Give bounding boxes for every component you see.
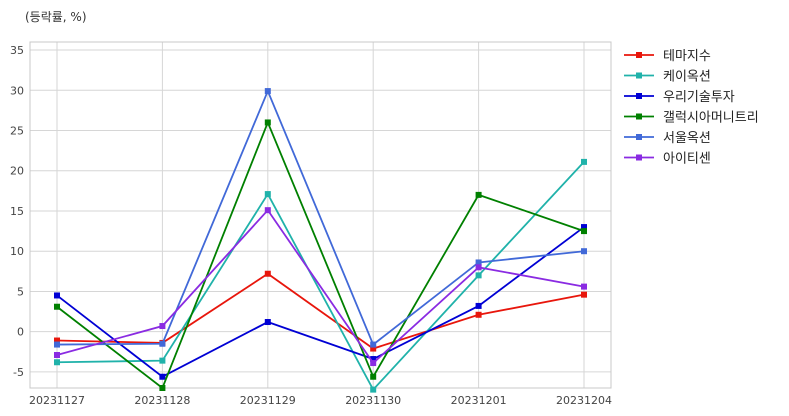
legend-entry: 갤럭시아머니트리 <box>663 111 759 126</box>
x-tick-label: 20231128 <box>134 394 190 407</box>
data-point <box>370 356 377 363</box>
data-point <box>264 88 271 95</box>
legend-marker <box>636 113 642 120</box>
plot-area <box>30 42 611 388</box>
y-tick-label: 25 <box>10 125 24 138</box>
data-point <box>581 248 587 255</box>
data-point <box>475 264 482 271</box>
series-line <box>56 272 585 350</box>
legend-entry: 테마지수 <box>663 49 711 64</box>
data-point <box>581 158 587 165</box>
data-point <box>264 207 271 214</box>
data-point <box>370 360 377 367</box>
y-tick-label: 20 <box>10 165 24 178</box>
legend-marker <box>636 52 642 58</box>
series-line <box>56 88 585 346</box>
legend-marker <box>636 93 642 99</box>
data-point <box>370 373 377 380</box>
data-point <box>54 359 60 366</box>
data-point <box>264 119 271 126</box>
y-tick-label: 15 <box>10 205 24 218</box>
y-tick-label: 10 <box>10 245 24 258</box>
data-point <box>264 191 271 198</box>
data-point <box>159 340 166 347</box>
data-point <box>370 341 377 348</box>
data-point <box>54 337 60 344</box>
legend-marker <box>636 154 642 161</box>
legend-entry: 우리기술투자 <box>663 90 735 105</box>
data-point <box>159 373 166 380</box>
series-line <box>56 161 585 392</box>
y-tick-label: 5 <box>17 285 24 298</box>
y-tick-label: 30 <box>10 84 24 97</box>
x-tick-label: 20231127 <box>29 394 85 407</box>
x-tick-label: 20231129 <box>240 394 296 407</box>
data-point <box>581 228 587 235</box>
series-line <box>56 226 585 378</box>
y-tick-label: 35 <box>10 44 24 57</box>
data-point <box>475 302 482 309</box>
legend-marker <box>636 72 642 79</box>
legend-entry: 아이티센 <box>663 152 711 167</box>
data-point <box>264 270 271 277</box>
data-point <box>159 323 166 330</box>
data-point <box>581 283 587 290</box>
series-line <box>56 208 585 365</box>
x-tick-label: 20231201 <box>451 394 507 407</box>
legend-entry: 서울옥션 <box>663 131 711 146</box>
x-tick-label: 20231204 <box>556 394 612 407</box>
data-point <box>581 224 587 231</box>
unit-label: (등락률, %) <box>25 10 87 24</box>
legend-entry: 케이옥션 <box>663 70 711 85</box>
data-point <box>159 357 166 364</box>
x-tick-label: 20231130 <box>345 394 401 407</box>
data-point <box>54 292 60 299</box>
data-point <box>54 352 60 359</box>
data-point <box>264 319 271 326</box>
data-point <box>370 386 377 393</box>
data-point <box>475 272 482 279</box>
data-point <box>159 385 166 391</box>
y-tick-label: 0 <box>17 326 24 339</box>
data-point <box>370 345 377 352</box>
data-point <box>475 191 482 198</box>
plot-frame <box>29 41 612 389</box>
series-line <box>56 120 585 390</box>
y-tick-label: -5 <box>13 366 24 379</box>
data-point <box>475 259 482 266</box>
data-point <box>475 311 482 318</box>
data-point <box>581 291 587 298</box>
data-point <box>54 341 60 348</box>
legend-marker <box>636 134 642 140</box>
data-point <box>54 303 60 310</box>
